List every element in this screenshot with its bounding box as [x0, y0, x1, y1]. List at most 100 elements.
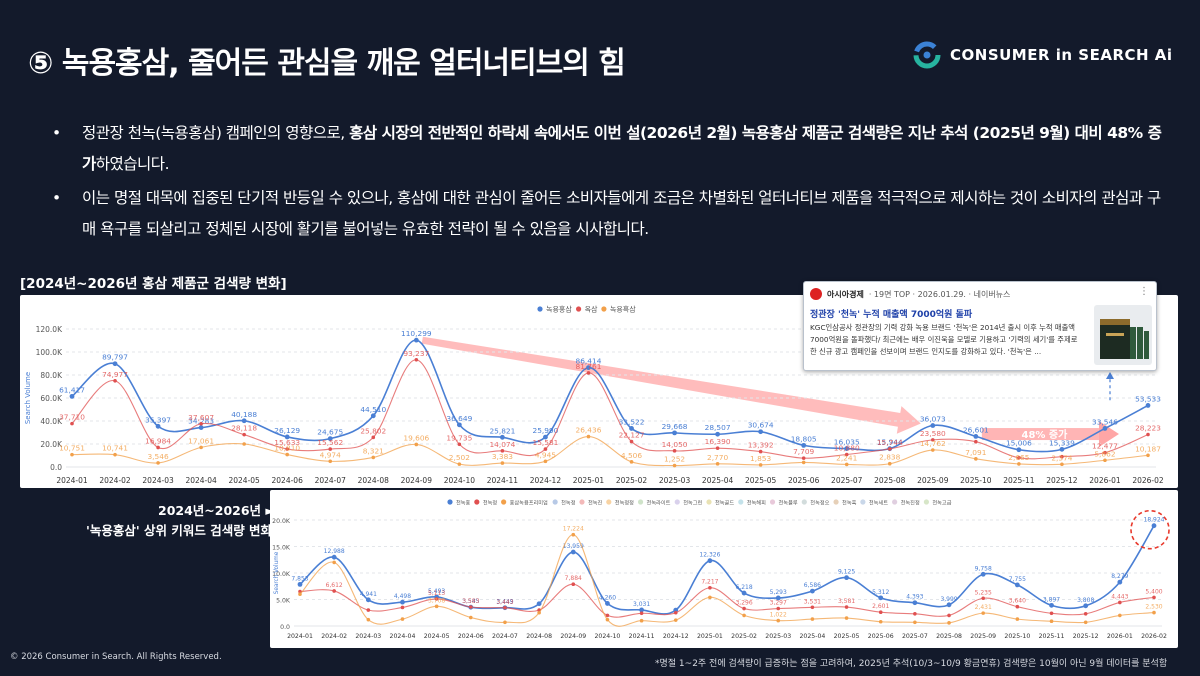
data-point: [332, 560, 336, 565]
legend-marker: [501, 499, 507, 505]
data-point: [742, 606, 746, 611]
data-point: [503, 605, 507, 610]
data-point: [707, 558, 713, 564]
x-tick-label: 2025-02: [731, 633, 757, 640]
data-point: [973, 434, 979, 439]
data-point: [1049, 619, 1054, 624]
data-point: [810, 605, 815, 610]
data-point: [586, 365, 591, 371]
data-label: 19,735: [446, 433, 472, 442]
x-tick-label: 2024-10: [595, 633, 621, 640]
news-headline[interactable]: 정관장 '천녹' 누적 매출액 7000억원 돌파: [810, 310, 973, 320]
more-options-icon[interactable]: ⋮: [1139, 286, 1149, 297]
data-point: [605, 617, 610, 622]
x-tick-label: 2024-03: [355, 633, 381, 640]
data-point: [629, 439, 634, 444]
data-label: 6,612: [326, 582, 343, 589]
data-label: 3,583: [462, 598, 479, 605]
y-tick-label: 0.0: [280, 624, 290, 631]
data-label: 4,443: [1111, 593, 1128, 600]
data-point: [878, 619, 883, 624]
data-point: [672, 463, 677, 468]
data-label: 28,223: [1135, 424, 1161, 433]
legend-label: 천녹골드: [715, 500, 734, 507]
legend-marker: [637, 499, 644, 505]
legend-label: 녹용흑삼: [610, 305, 636, 314]
legend-marker: [674, 499, 680, 505]
x-tick-label: 2025-01: [697, 633, 723, 640]
bullet-1-text-a: 정관장 천녹(녹용홍삼) 캠페인의 영향으로,: [82, 124, 350, 142]
data-point: [715, 431, 720, 437]
data-label: 30,674: [748, 421, 774, 430]
y-axis-label: Search Volume: [24, 372, 32, 424]
data-point: [112, 361, 118, 367]
data-point: [328, 459, 333, 464]
data-point: [776, 606, 781, 611]
data-label: 6,586: [804, 582, 821, 589]
x-tick-label: 2025-05: [834, 633, 860, 640]
x-tick-label: 2025-03: [659, 476, 691, 485]
x-tick-label: 2026-02: [1141, 633, 1167, 640]
data-label: 37,607: [188, 413, 214, 422]
series-line-3: [299, 534, 1155, 627]
data-point: [543, 434, 548, 440]
data-point: [844, 446, 850, 451]
page-title: ⑤ 녹용홍삼, 줄어든 관심을 깨운 얼터너티브의 힘: [28, 46, 626, 81]
x-tick-label: 2024-11: [487, 476, 519, 485]
summary-bullets: 정관장 천녹(녹용홍삼) 캠페인의 영향으로, 홍삼 시장의 전반적인 하락세 …: [46, 118, 1166, 248]
data-label: 34,283: [188, 417, 214, 426]
data-point: [912, 600, 918, 606]
data-point: [328, 447, 333, 451]
legend-label: 천녹라이트: [647, 499, 671, 507]
data-point: [672, 430, 677, 436]
data-point: [931, 448, 935, 452]
data-label: 7,091: [965, 448, 986, 457]
data-point: [571, 582, 576, 587]
data-point: [366, 617, 371, 622]
legend-label: 천녹고급: [932, 500, 951, 507]
data-point: [715, 446, 720, 450]
data-point: [801, 442, 807, 448]
data-point: [198, 425, 204, 430]
data-point: [758, 429, 764, 435]
data-point: [673, 618, 678, 622]
data-point: [500, 461, 505, 465]
data-point: [570, 549, 576, 555]
x-tick-label: 2025-08: [936, 633, 962, 640]
data-point: [327, 436, 333, 442]
data-point: [155, 423, 161, 429]
data-point: [708, 595, 712, 600]
sub-line-chart: 0.0 5.0K 10.0K 15.0K 20.0K Search Volume 2024-…: [272, 499, 1170, 640]
data-point: [930, 423, 936, 428]
data-point: [974, 457, 978, 461]
news-card[interactable]: 아시아경제 · 19면 TOP · 2026.01.29. · 네이버뉴스 ⋮ …: [803, 281, 1157, 371]
data-label: 2,665: [1008, 453, 1029, 462]
data-point: [456, 422, 462, 428]
news-thumbnail[interactable]: [1094, 305, 1152, 365]
footnote: *명절 1~2주 전에 검색량이 급증하는 점을 고려하여, 2025년 추석(…: [655, 659, 1168, 669]
data-point: [639, 607, 644, 613]
data-point: [1083, 620, 1088, 625]
bullet-2: 이는 명절 대목에 집중된 단기적 반등일 수 있으나, 홍삼에 대한 관심이 …: [46, 183, 1166, 245]
data-point: [673, 607, 679, 613]
data-point: [947, 613, 951, 618]
data-label: 7,217: [701, 579, 718, 586]
data-label: 3,031: [633, 601, 650, 608]
data-label: 44,510: [360, 405, 386, 414]
bullet-1-text-b: 하였습니다.: [95, 155, 170, 173]
x-tick-label: 2024-04: [185, 476, 217, 485]
data-point: [887, 461, 892, 466]
data-point: [241, 418, 247, 424]
data-point: [1017, 462, 1021, 466]
news-source: 아시아경제: [827, 289, 864, 299]
data-label: 4,393: [906, 594, 923, 601]
data-point: [500, 434, 505, 440]
data-point: [844, 616, 849, 620]
x-tick-label: 2026-01: [1107, 633, 1133, 640]
data-label: 25,802: [360, 426, 386, 435]
data-label: 14,050: [662, 440, 688, 449]
data-label: 93,237: [403, 349, 429, 358]
data-point: [284, 434, 290, 440]
legend-marker: [923, 499, 930, 505]
data-label: 24,675: [317, 428, 343, 437]
